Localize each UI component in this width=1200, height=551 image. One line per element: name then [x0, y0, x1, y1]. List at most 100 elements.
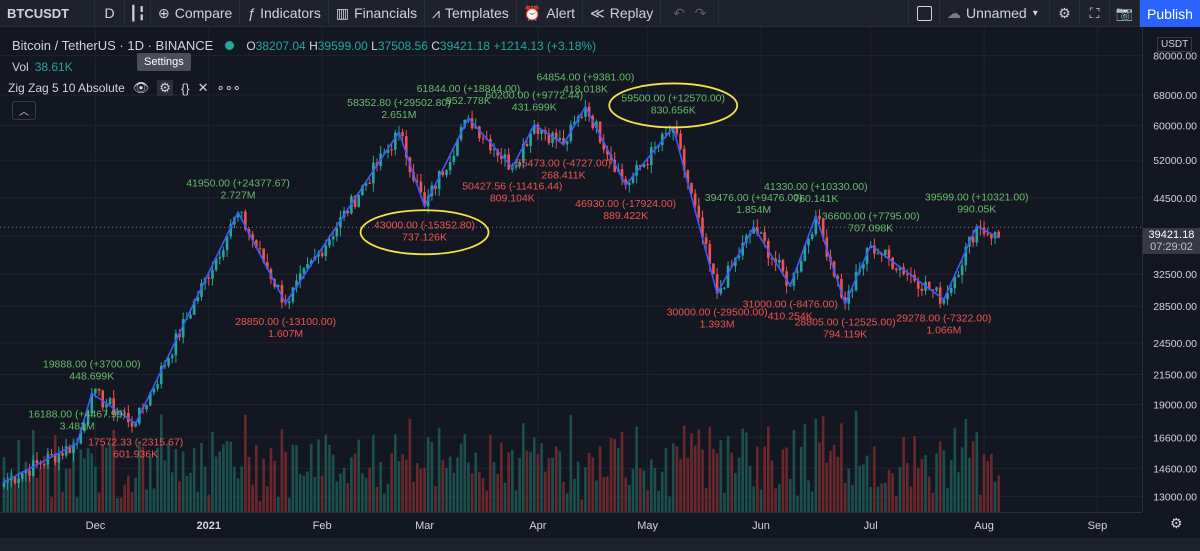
- axis-settings-icon[interactable]: ⚙: [1170, 515, 1183, 531]
- symbol-title[interactable]: Bitcoin / TetherUS · 1D · BINANCE: [12, 38, 214, 53]
- volume-bar: [671, 443, 675, 512]
- volume-bar: [262, 458, 265, 512]
- volume-bar: [785, 447, 788, 512]
- volume-bar: [339, 473, 342, 512]
- candle-body: [423, 192, 426, 207]
- zigzag-label: 55473.00 (-4727.00): [516, 157, 611, 169]
- candle-body: [6, 480, 9, 483]
- volume-bar: [313, 476, 317, 512]
- candle-body: [894, 268, 898, 271]
- indicators-button[interactable]: ƒ Indicators: [240, 0, 329, 27]
- publish-button[interactable]: Publish: [1140, 0, 1200, 27]
- volume-label: Vol: [12, 60, 29, 74]
- volume-bar: [777, 484, 781, 512]
- currency-badge[interactable]: USDT: [1157, 37, 1193, 52]
- volume-bar: [28, 475, 31, 512]
- volume-bar: [609, 437, 613, 512]
- candle-body: [298, 273, 302, 281]
- volume-bar: [982, 454, 986, 512]
- high-label: H: [309, 38, 318, 53]
- time-tick-label: Jul: [864, 520, 878, 532]
- candle-body: [86, 413, 90, 424]
- volume-bar: [657, 490, 660, 512]
- redo-icon[interactable]: ↷: [694, 4, 707, 21]
- zigzag-indicator-legend: Zig Zag 5 10 Absolute 👁 ⚙ {} ✕ ∘∘∘: [8, 78, 241, 98]
- volume-bar: [397, 461, 401, 512]
- volume-bar: [697, 429, 701, 512]
- volume-bar: [225, 441, 229, 512]
- volume-bar: [807, 480, 810, 512]
- volume-bar: [693, 445, 697, 512]
- volume-bars: [2, 411, 1000, 512]
- volume-bar: [61, 491, 64, 512]
- candle-body: [639, 164, 642, 167]
- candle-body: [167, 358, 170, 366]
- volume-bar: [653, 467, 657, 512]
- compare-button[interactable]: ⊕ Compare: [151, 0, 241, 27]
- volume-bar: [20, 473, 24, 512]
- undo-icon[interactable]: ↶: [673, 4, 685, 21]
- candle-body: [116, 412, 119, 414]
- candle-body: [90, 393, 94, 414]
- volume-bar: [606, 476, 609, 512]
- layout-button[interactable]: [908, 0, 940, 27]
- candle-body: [357, 195, 361, 207]
- volume-bar: [891, 473, 894, 512]
- snapshot-button[interactable]: 📷: [1110, 0, 1140, 27]
- volume-bar: [174, 448, 178, 512]
- volume-bar: [383, 493, 386, 512]
- candle-body: [573, 121, 576, 125]
- volume-bar: [679, 459, 682, 512]
- volume-bar: [112, 429, 116, 512]
- fullscreen-button[interactable]: ⛶: [1080, 0, 1110, 27]
- candle-body: [426, 196, 430, 207]
- replay-button[interactable]: ≪ Replay: [583, 0, 662, 27]
- zigzag-label: 60200.00 (+9772.44): [485, 90, 583, 102]
- candle-body: [181, 318, 185, 338]
- candle-body: [628, 182, 631, 186]
- candle-body: [291, 287, 295, 302]
- eye-icon[interactable]: 👁: [132, 80, 150, 95]
- candle-body: [935, 287, 938, 291]
- zigzag-label: 418.018K: [563, 84, 608, 96]
- candle-body: [664, 133, 668, 135]
- collapse-legend-button[interactable]: ︿: [12, 101, 36, 120]
- volume-bar: [324, 434, 328, 512]
- time-axis[interactable]: Dec 2021 Feb Mar Apr May Jun Jul Aug Sep: [0, 512, 1142, 539]
- templates-button[interactable]: ⩘ Templates: [425, 0, 517, 27]
- candle-body: [712, 263, 715, 275]
- chart-type-button[interactable]: ┃╏: [125, 0, 151, 27]
- zigzag-label: 61844.00 (+18844.00): [417, 83, 521, 95]
- financials-button[interactable]: ▥ Financials: [329, 0, 426, 27]
- source-code-icon[interactable]: {}: [180, 80, 190, 96]
- candle-body: [876, 253, 880, 255]
- interval-button[interactable]: D: [95, 0, 125, 27]
- candle-body: [434, 185, 437, 189]
- alert-button[interactable]: ⏰ Alert: [517, 0, 584, 27]
- candle-body: [679, 133, 682, 149]
- volume-bar: [57, 457, 61, 512]
- candle-body: [682, 148, 686, 171]
- volume-bar: [543, 471, 547, 512]
- volume-bar: [203, 466, 207, 512]
- candle-body: [554, 132, 558, 141]
- candle-body: [595, 121, 598, 129]
- volume-bar: [565, 493, 569, 512]
- price-chart[interactable]: 16188.00 (+4467.99)3.481M 19888.00 (+3700…: [0, 27, 1142, 512]
- indicator-settings-icon[interactable]: ⚙: [157, 80, 173, 96]
- symbol-search[interactable]: BTCUSDT: [0, 0, 95, 27]
- layout-name-button[interactable]: ☁ Unnamed ▾: [940, 0, 1050, 27]
- candle-body: [565, 140, 569, 145]
- candle-body: [112, 398, 116, 414]
- templates-label: Templates: [445, 5, 509, 21]
- close-icon[interactable]: ✕: [197, 80, 209, 95]
- alarm-clock-icon: ⏰: [523, 4, 542, 21]
- settings-button[interactable]: ⚙: [1050, 0, 1080, 27]
- volume-bar: [649, 459, 653, 512]
- price-axis[interactable]: 80000.00 68000.00 60000.00 52000.00 44500.00…: [1142, 27, 1200, 512]
- volume-bar: [218, 451, 222, 512]
- more-icon[interactable]: ∘∘∘: [216, 80, 241, 95]
- time-tick-label: Feb: [313, 520, 332, 532]
- volume-bar: [42, 456, 46, 512]
- indicator-name[interactable]: Zig Zag: [8, 81, 49, 95]
